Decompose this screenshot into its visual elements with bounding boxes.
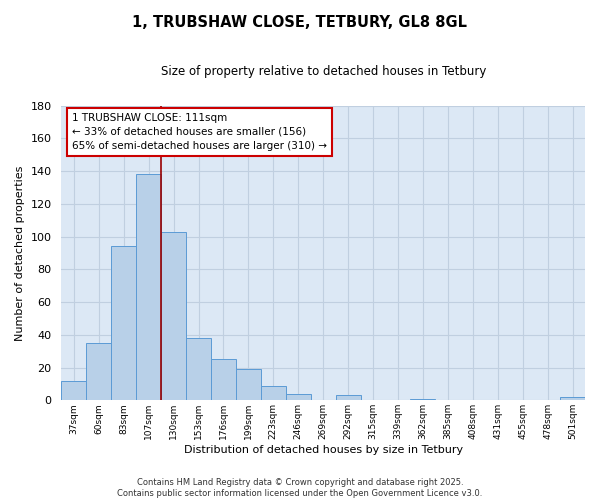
Bar — [211, 360, 236, 401]
Bar — [410, 398, 436, 400]
X-axis label: Distribution of detached houses by size in Tetbury: Distribution of detached houses by size … — [184, 445, 463, 455]
Bar — [161, 232, 186, 400]
Title: Size of property relative to detached houses in Tetbury: Size of property relative to detached ho… — [161, 65, 486, 78]
Bar — [261, 386, 286, 400]
Bar — [61, 380, 86, 400]
Bar — [236, 369, 261, 400]
Bar — [560, 397, 585, 400]
Text: 1, TRUBSHAW CLOSE, TETBURY, GL8 8GL: 1, TRUBSHAW CLOSE, TETBURY, GL8 8GL — [133, 15, 467, 30]
Bar — [286, 394, 311, 400]
Bar — [136, 174, 161, 400]
Text: 1 TRUBSHAW CLOSE: 111sqm
← 33% of detached houses are smaller (156)
65% of semi-: 1 TRUBSHAW CLOSE: 111sqm ← 33% of detach… — [72, 113, 327, 151]
Bar — [111, 246, 136, 400]
Y-axis label: Number of detached properties: Number of detached properties — [15, 165, 25, 340]
Bar — [86, 343, 111, 400]
Bar — [186, 338, 211, 400]
Bar — [335, 396, 361, 400]
Text: Contains HM Land Registry data © Crown copyright and database right 2025.
Contai: Contains HM Land Registry data © Crown c… — [118, 478, 482, 498]
